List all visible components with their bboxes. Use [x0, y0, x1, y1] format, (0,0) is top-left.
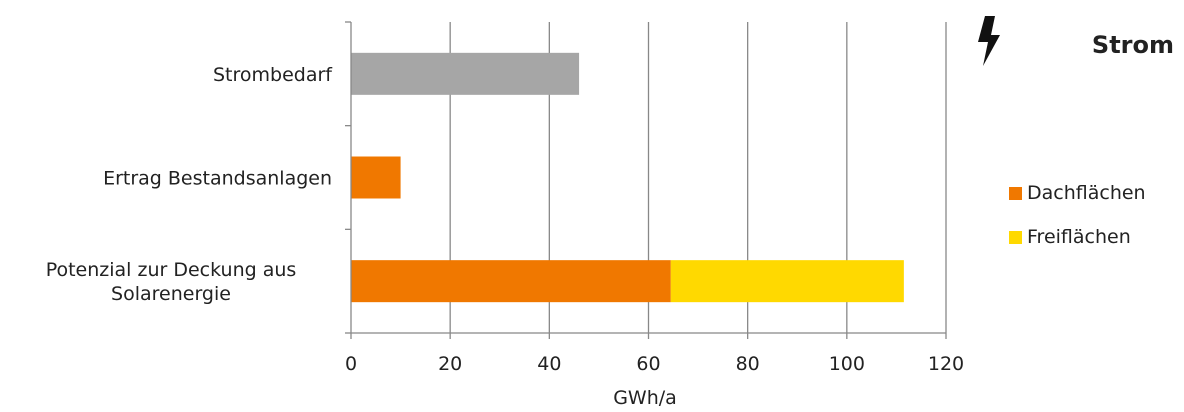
legend: Dachflächen Freiflächen — [1009, 182, 1146, 248]
category-label-line: Strombedarf — [213, 64, 333, 86]
tick-labels: 0 20 40 60 80 100 120 — [345, 353, 964, 375]
legend-swatch — [1009, 231, 1022, 244]
header-title: Strom — [1092, 31, 1174, 59]
x-tick-label: 60 — [636, 353, 660, 375]
category-label-line: Potenzial zur Deckung aus — [46, 259, 297, 281]
bars — [351, 52, 904, 303]
x-tick-label: 80 — [736, 353, 760, 375]
category-label: Potenzial zur Deckung aus Solarenergie — [46, 259, 297, 305]
bar-1-series-1 — [351, 52, 580, 95]
category-label: Strombedarf — [213, 64, 333, 86]
bar-2-series-2 — [351, 156, 401, 199]
x-tick-label: 20 — [438, 353, 462, 375]
category-label-line: Solarenergie — [111, 283, 231, 305]
x-tick-label: 40 — [537, 353, 561, 375]
bar-3-series-3 — [670, 260, 904, 303]
header: Strom — [978, 16, 1174, 66]
legend-label: Freiflächen — [1027, 226, 1131, 248]
x-tick-label: 0 — [345, 353, 357, 375]
category-labels: Strombedarf Ertrag Bestandsanlagen Potenzi… — [46, 64, 334, 305]
legend-swatch — [1009, 187, 1022, 200]
bar-3-series-2 — [351, 260, 671, 303]
lightning-bolt-icon — [978, 16, 1000, 66]
x-tick-label: 120 — [928, 353, 964, 375]
x-axis-title: GWh/a — [613, 387, 677, 409]
category-label-line: Ertrag Bestandsanlagen — [103, 168, 332, 190]
legend-label: Dachflächen — [1027, 182, 1146, 204]
axes — [345, 21, 947, 339]
category-label: Ertrag Bestandsanlagen — [103, 168, 332, 190]
x-tick-label: 100 — [829, 353, 865, 375]
